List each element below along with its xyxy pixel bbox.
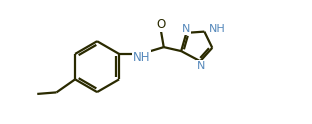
Text: N: N: [182, 24, 190, 34]
Text: O: O: [156, 18, 165, 31]
Text: NH: NH: [209, 24, 226, 34]
Text: N: N: [197, 61, 205, 71]
Text: NH: NH: [133, 51, 150, 63]
